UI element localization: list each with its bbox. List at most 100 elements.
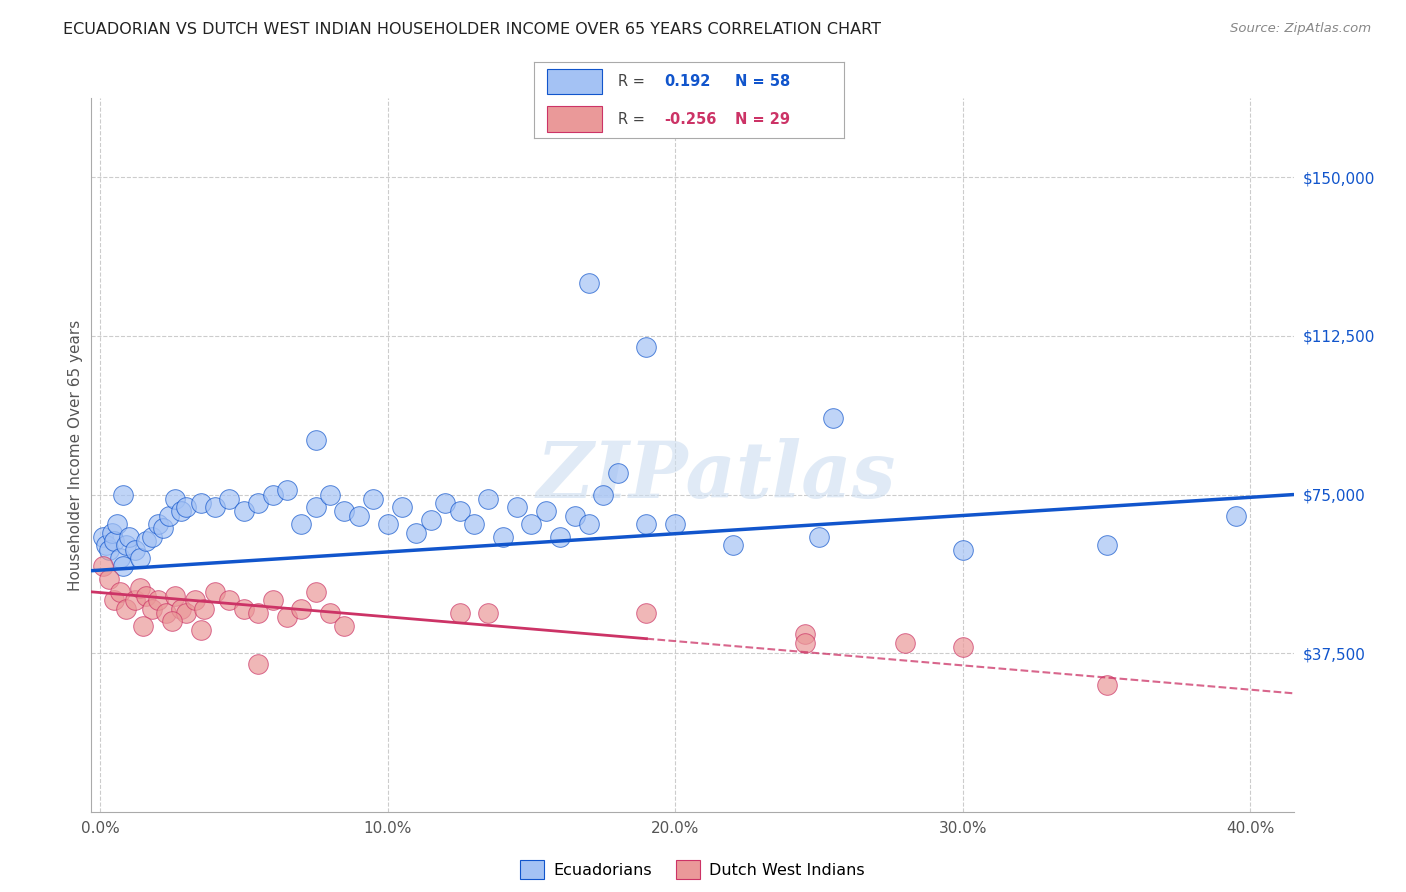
Point [319, 606, 342, 620]
Point [146, 593, 169, 607]
Point [100, 525, 122, 540]
Point [190, 496, 212, 510]
Point [124, 542, 146, 557]
Point [129, 551, 152, 566]
Point [434, 496, 457, 510]
Point [377, 517, 399, 532]
Point [163, 589, 186, 603]
Point [247, 606, 270, 620]
Point [894, 635, 917, 649]
Text: R =: R = [617, 112, 645, 127]
Point [115, 601, 138, 615]
Point [135, 534, 157, 549]
Point [405, 525, 427, 540]
Point [506, 500, 529, 515]
Point [449, 504, 471, 518]
Point [578, 276, 600, 290]
Point [463, 517, 485, 532]
Point [155, 606, 177, 620]
Point [578, 517, 600, 532]
Text: N = 29: N = 29 [735, 112, 790, 127]
Point [190, 623, 212, 637]
Point [184, 593, 207, 607]
Point [169, 601, 191, 615]
Bar [547, 106, 602, 132]
Point [108, 551, 131, 566]
Point [111, 559, 135, 574]
Point [262, 593, 284, 607]
Text: ECUADORIAN VS DUTCH WEST INDIAN HOUSEHOLDER INCOME OVER 65 YEARS CORRELATION CHA: ECUADORIAN VS DUTCH WEST INDIAN HOUSEHOL… [63, 22, 882, 37]
Point [606, 467, 628, 481]
Point [146, 517, 169, 532]
Point [135, 589, 157, 603]
Point [108, 584, 131, 599]
Legend: Ecuadorians, Dutch West Indians: Ecuadorians, Dutch West Indians [513, 854, 872, 886]
Point [115, 538, 138, 552]
Point [232, 504, 254, 518]
Point [91, 530, 114, 544]
Point [118, 530, 141, 544]
Point [1225, 508, 1247, 523]
Point [163, 491, 186, 506]
Point [152, 521, 174, 535]
Point [793, 635, 815, 649]
Point [419, 513, 441, 527]
Point [636, 517, 658, 532]
Point [548, 530, 571, 544]
Point [218, 491, 240, 506]
Text: Source: ZipAtlas.com: Source: ZipAtlas.com [1230, 22, 1371, 36]
Point [129, 581, 152, 595]
Point [636, 340, 658, 354]
Point [333, 504, 356, 518]
Text: R =: R = [617, 74, 645, 89]
Point [1095, 678, 1118, 692]
Point [333, 618, 356, 632]
Point [174, 606, 197, 620]
Point [262, 487, 284, 501]
Point [721, 538, 744, 552]
Point [193, 601, 215, 615]
Point [105, 517, 128, 532]
Point [952, 640, 974, 654]
Point [477, 606, 499, 620]
Point [94, 538, 117, 552]
Point [664, 517, 686, 532]
Text: -0.256: -0.256 [664, 112, 717, 127]
Point [305, 584, 328, 599]
Point [247, 496, 270, 510]
Point [232, 601, 254, 615]
Point [477, 491, 499, 506]
Point [97, 542, 120, 557]
Point [361, 491, 384, 506]
Point [823, 411, 845, 425]
Point [492, 530, 515, 544]
Point [157, 508, 180, 523]
Point [276, 483, 298, 498]
Point [91, 559, 114, 574]
Point [218, 593, 240, 607]
Point [793, 627, 815, 641]
Bar [547, 69, 602, 95]
Point [141, 530, 163, 544]
Point [247, 657, 270, 671]
Point [111, 487, 135, 501]
Point [103, 534, 125, 549]
Text: 0.192: 0.192 [664, 74, 710, 89]
Point [160, 615, 183, 629]
Point [391, 500, 413, 515]
Text: ZIPatlas: ZIPatlas [537, 438, 896, 515]
Point [534, 504, 557, 518]
Point [141, 601, 163, 615]
Y-axis label: Householder Income Over 65 years: Householder Income Over 65 years [67, 319, 83, 591]
Point [636, 606, 658, 620]
Point [305, 500, 328, 515]
Point [449, 606, 471, 620]
Point [169, 504, 191, 518]
Point [1095, 538, 1118, 552]
Point [807, 530, 830, 544]
Point [204, 584, 226, 599]
Point [103, 593, 125, 607]
Point [290, 517, 312, 532]
Point [290, 601, 312, 615]
Point [132, 618, 155, 632]
